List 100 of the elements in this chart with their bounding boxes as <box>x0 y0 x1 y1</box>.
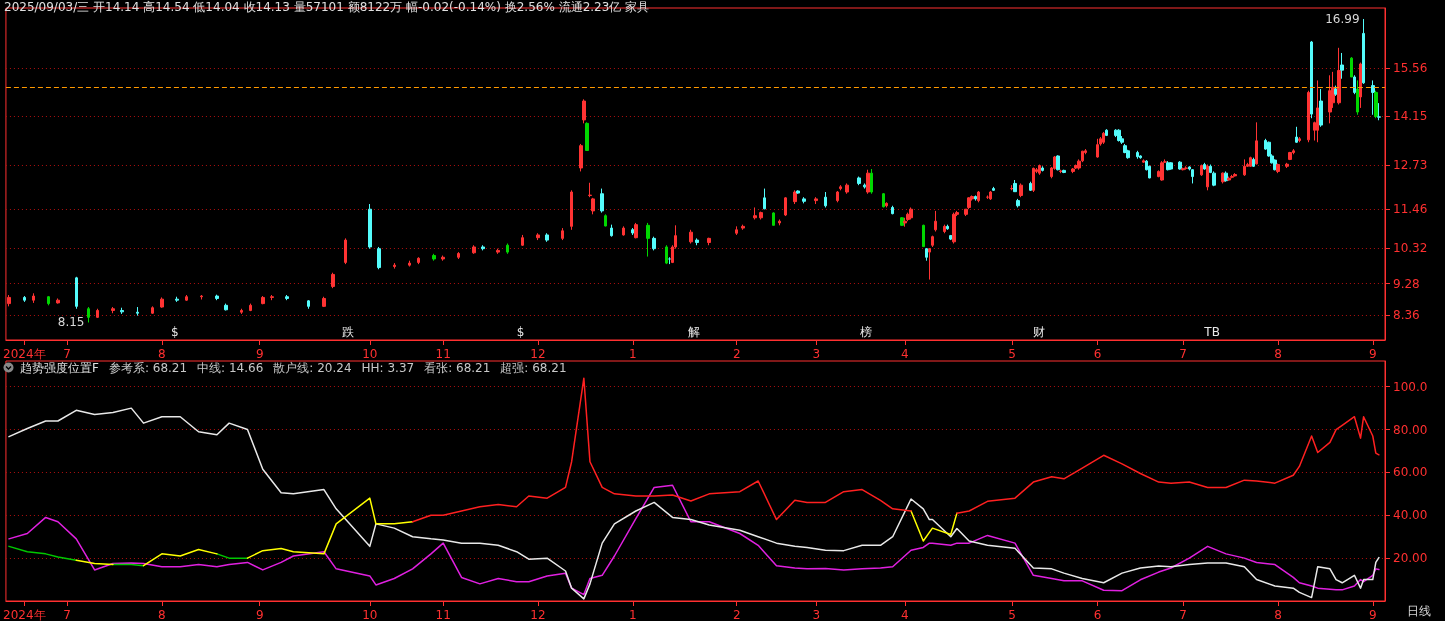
candlestick <box>814 196 818 205</box>
candlestick <box>1310 40 1313 119</box>
candlestick <box>285 294 289 301</box>
candlestick <box>1374 90 1378 119</box>
x-tick-label: 1 <box>628 608 637 621</box>
candlestick <box>160 296 164 309</box>
candlestick <box>331 272 335 289</box>
candlestick <box>240 308 243 315</box>
candlestick <box>1142 158 1145 164</box>
candlestick <box>185 294 188 302</box>
annotation: 跌 <box>341 325 354 339</box>
candlestick <box>1056 154 1060 171</box>
x-tick-label: 3 <box>812 347 821 361</box>
x-tick-label: 9 <box>255 608 264 621</box>
candlestick <box>925 247 928 262</box>
candlestick <box>946 224 949 231</box>
candlestick <box>582 98 586 124</box>
x-tick-label: 2 <box>732 347 741 361</box>
candlestick <box>215 294 219 301</box>
candlestick <box>634 222 638 239</box>
candlestick <box>588 182 592 198</box>
candlestick <box>1227 176 1231 182</box>
candlestick <box>1276 163 1280 174</box>
candlestick <box>1096 138 1099 159</box>
candlestick <box>200 294 203 300</box>
annotation: 财 <box>1033 325 1046 339</box>
candlestick <box>521 234 524 247</box>
candlestick <box>952 212 956 245</box>
candlestick <box>866 169 870 195</box>
candlestick <box>695 237 699 246</box>
chart-title: 2025/09/03/三 开14.14 高14.54 低14.04 收14.13 量57101 额8122万 幅-0.02(-0.14%) 换2.56% 流通2.23亿 家具 <box>4 0 650 14</box>
candlestick <box>1200 164 1203 177</box>
x-tick-label: 1 <box>628 347 637 361</box>
candlestick <box>1307 90 1310 143</box>
y-tick-label: 100.0 <box>1393 379 1428 394</box>
candlestick <box>87 306 90 323</box>
x-tick-label: 2 <box>732 608 741 621</box>
candlestick <box>943 224 946 234</box>
candlestick <box>1206 164 1209 191</box>
candlestick <box>23 295 26 303</box>
y-tick-label: 14.15 <box>1393 109 1428 124</box>
candlestick <box>992 186 995 192</box>
candlestick <box>796 189 800 195</box>
candlestick <box>646 222 650 258</box>
candlestick <box>931 235 934 248</box>
candlestick <box>136 306 139 317</box>
candlestick <box>344 237 347 265</box>
annotation: 超强: 68.21 <box>500 361 567 375</box>
candlestick <box>1059 169 1063 174</box>
candlestick <box>928 247 931 281</box>
x-tick-label: 2024年 <box>3 608 46 621</box>
candlestick <box>96 308 99 319</box>
candlestick <box>1013 179 1017 193</box>
candlestick <box>707 237 711 246</box>
candlestick <box>151 305 154 315</box>
candlestick <box>1359 62 1362 109</box>
candlestick <box>368 203 372 250</box>
candlestick <box>1139 154 1142 160</box>
candlestick <box>322 296 326 308</box>
x-tick-label: 6 <box>1093 347 1102 361</box>
candlestick <box>1117 128 1121 143</box>
x-tick-label: 8 <box>1274 347 1282 361</box>
candlestick <box>763 188 766 210</box>
annotation: 榜 <box>860 325 873 339</box>
x-tick-label: 8 <box>158 608 166 621</box>
candlestick <box>1285 162 1289 169</box>
candlestick <box>1316 79 1319 143</box>
candlestick <box>307 299 310 310</box>
x-tick-label: 10 <box>362 347 378 361</box>
candlestick <box>261 295 265 305</box>
candlestick <box>1353 74 1356 95</box>
candlestick <box>1160 160 1164 182</box>
candlestick <box>591 197 595 215</box>
candlestick <box>772 211 775 226</box>
candlestick <box>1105 128 1108 137</box>
line-series <box>8 407 1380 600</box>
candlestick <box>1356 79 1359 116</box>
y-tick-label: 10.32 <box>1393 240 1428 255</box>
candlestick <box>1295 126 1298 144</box>
candlestick <box>472 244 476 255</box>
candlestick <box>561 227 564 241</box>
y-tick-label: 15.56 <box>1393 61 1428 76</box>
candlestick <box>989 190 992 201</box>
x-tick-label: 7 <box>63 347 71 361</box>
candlestick <box>934 210 937 233</box>
candlestick <box>1062 169 1066 174</box>
candlestick <box>1169 161 1173 171</box>
line-series <box>8 484 1380 596</box>
x-tick-label: 12 <box>530 347 546 361</box>
chart-title: 趋势强度位置F <box>20 361 99 375</box>
annotation: 16.99 <box>1325 11 1360 26</box>
candlestick <box>977 190 980 203</box>
candlestick <box>1319 88 1323 128</box>
candlestick <box>1184 165 1188 171</box>
x-tick-label: 6 <box>1093 608 1102 621</box>
candlestick <box>1249 156 1252 168</box>
candlestick <box>885 201 888 208</box>
candlestick <box>1233 172 1237 178</box>
x-axis-title: 日线 <box>1407 604 1431 618</box>
candlestick <box>432 253 436 262</box>
